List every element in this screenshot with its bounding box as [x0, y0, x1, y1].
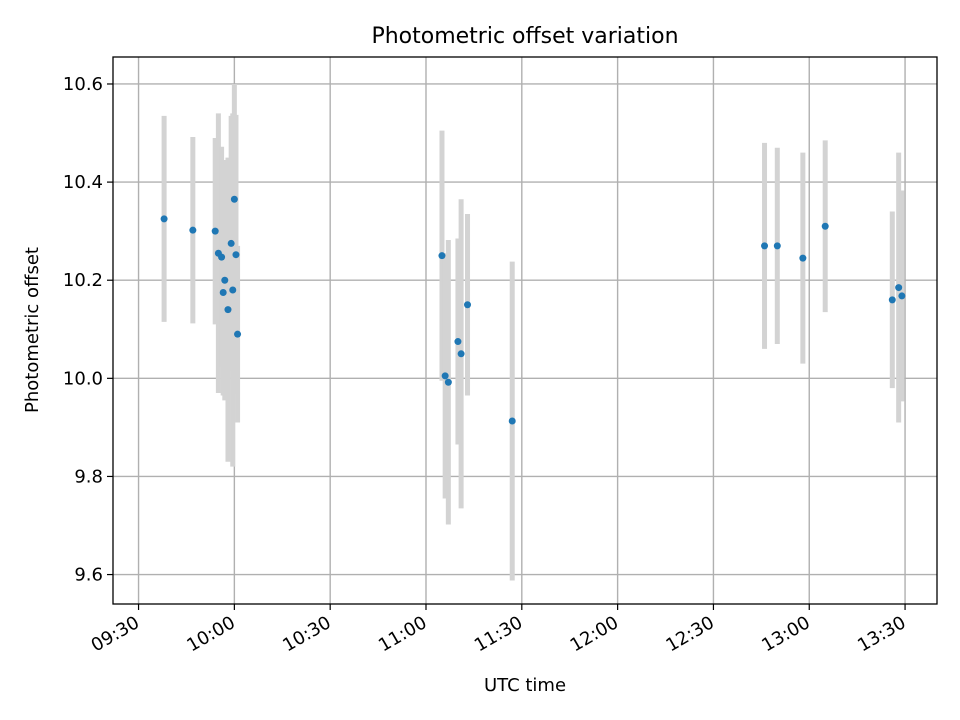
data-point: [508, 417, 516, 425]
data-points: [160, 195, 906, 425]
plot-frame: [112, 56, 938, 605]
data-point: [227, 239, 235, 247]
data-point: [229, 286, 237, 294]
y-tick-label: 10.0: [63, 368, 103, 389]
data-point: [464, 301, 472, 309]
data-point: [821, 222, 829, 230]
data-point: [218, 253, 226, 261]
y-tick-label: 9.6: [74, 565, 103, 586]
data-point: [454, 338, 462, 346]
data-point: [230, 195, 238, 203]
data-point: [761, 242, 769, 250]
data-point: [211, 227, 219, 235]
y-tick-label: 10.4: [63, 172, 103, 193]
chart-title: Photometric offset variation: [371, 24, 678, 49]
data-point: [219, 288, 227, 296]
data-point: [441, 372, 449, 380]
data-point: [888, 296, 896, 304]
data-point: [232, 251, 240, 259]
data-point: [160, 215, 168, 223]
data-point: [438, 252, 446, 260]
y-axis-title: Photometric offset: [22, 247, 43, 413]
data-point: [895, 284, 903, 292]
data-point: [224, 306, 232, 314]
data-point: [221, 276, 229, 284]
x-axis-title: UTC time: [484, 675, 566, 696]
y-tick-label: 9.8: [74, 466, 103, 487]
data-point: [773, 242, 781, 250]
data-point: [444, 378, 452, 386]
data-point: [234, 330, 242, 338]
data-point: [457, 350, 465, 358]
grid: [113, 57, 937, 604]
y-tick-label: 10.2: [63, 270, 103, 291]
data-point: [898, 292, 906, 300]
data-point: [799, 254, 807, 262]
data-point: [189, 226, 197, 234]
y-tick-label: 10.6: [63, 74, 103, 95]
